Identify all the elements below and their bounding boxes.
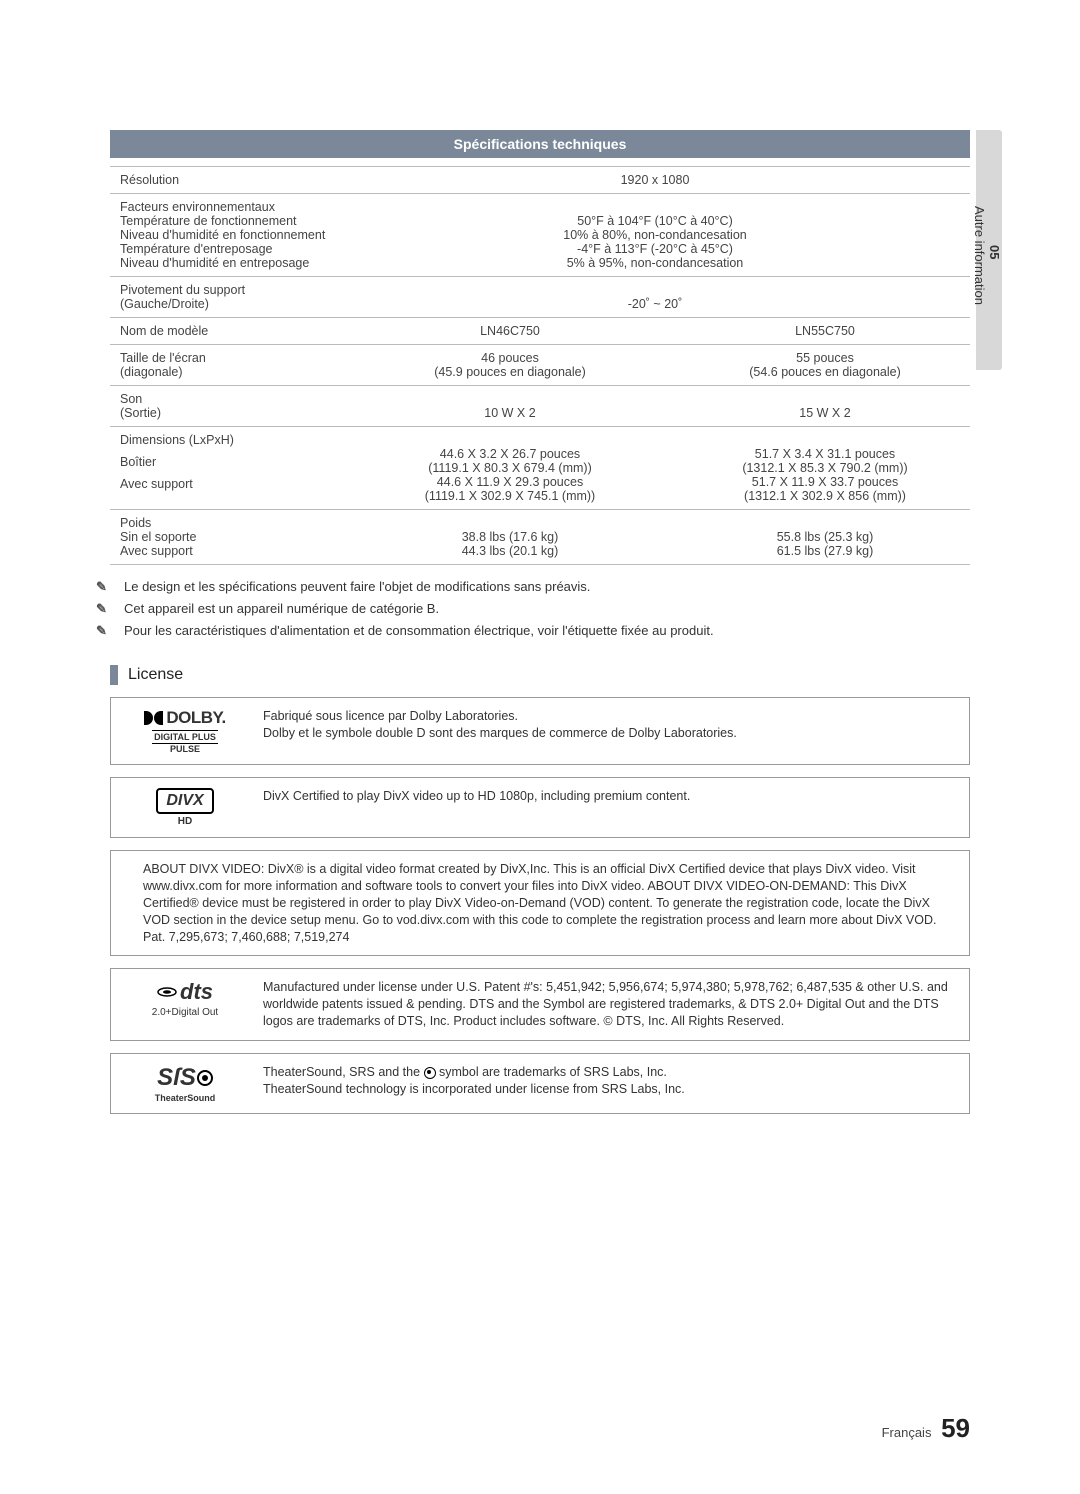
notes-block: ✎Le design et les spécifications peuvent… [110, 579, 970, 639]
section-header: Spécifications techniques [110, 130, 970, 158]
note-line: ✎Le design et les spécifications peuvent… [124, 579, 970, 595]
dolby-box: DOLBY. DIGITAL PLUS PULSE Fabriqué sous … [110, 697, 970, 765]
srs-circle-icon [197, 1070, 213, 1086]
row-label: Nom de modèle [110, 318, 340, 345]
row-label: Poids Sin el soporte Avec support [110, 510, 340, 565]
divx-about-box: ABOUT DIVX VIDEO: DivX® is a digital vid… [110, 850, 970, 956]
row-value: -20˚ ~ 20˚ [340, 277, 970, 318]
srs-box: SſS TheaterSound TheaterSound, SRS and t… [110, 1053, 970, 1114]
row-label: Résolution [110, 167, 340, 194]
dts-logo: dts 2.0+Digital Out [125, 979, 245, 1018]
row-value: 55.8 lbs (25.3 kg) 61.5 lbs (27.9 kg) [680, 510, 970, 565]
row-label: Facteurs environnementaux Température de… [110, 194, 340, 277]
note-line: ✎Pour les caractéristiques d'alimentatio… [124, 623, 970, 639]
row-label: Pivotement du support (Gauche/Droite) [110, 277, 340, 318]
dts-disc-icon [157, 985, 177, 999]
side-tab-label: Autre information [972, 206, 987, 305]
footer-lang: Français [882, 1425, 932, 1440]
row-value: 15 W X 2 [680, 386, 970, 427]
footer-page: 59 [941, 1413, 970, 1443]
row-value: 50°F à 104°F (10°C à 40°C) 10% à 80%, no… [340, 194, 970, 277]
srs-text: TheaterSound, SRS and the symbol are tra… [263, 1064, 955, 1098]
side-tab-number: 05 [987, 140, 1002, 364]
dolby-text: Fabriqué sous licence par Dolby Laborato… [263, 708, 955, 742]
divx-box: DIVX HD DivX Certified to play DivX vide… [110, 777, 970, 838]
side-tab: 05 Autre information [976, 130, 1002, 370]
spec-table: Résolution 1920 x 1080 Facteurs environn… [110, 166, 970, 565]
divx-logo: DIVX HD [125, 788, 245, 827]
heading-text: License [128, 666, 183, 684]
dolby-logo: DOLBY. DIGITAL PLUS PULSE [125, 708, 245, 754]
dts-box: dts 2.0+Digital Out Manufactured under l… [110, 968, 970, 1041]
row-value: LN46C750 [340, 318, 680, 345]
note-icon: ✎ [110, 579, 124, 595]
row-value: 10 W X 2 [340, 386, 680, 427]
row-value: 46 pouces (45.9 pouces en diagonale) [340, 345, 680, 386]
srs-logo: SſS TheaterSound [125, 1064, 245, 1103]
dts-text: Manufactured under license under U.S. Pa… [263, 979, 955, 1030]
row-value: 44.6 X 3.2 X 26.7 pouces (1119.1 X 80.3 … [340, 427, 680, 510]
license-heading: License [110, 665, 970, 685]
row-value: 38.8 lbs (17.6 kg) 44.3 lbs (20.1 kg) [340, 510, 680, 565]
note-icon: ✎ [110, 601, 124, 617]
row-value: 55 pouces (54.6 pouces en diagonale) [680, 345, 970, 386]
page-footer: Français 59 [882, 1413, 970, 1444]
divx-about-text: ABOUT DIVX VIDEO: DivX® is a digital vid… [125, 861, 955, 945]
row-label: Taille de l'écran (diagonale) [110, 345, 340, 386]
row-value: LN55C750 [680, 318, 970, 345]
row-value: 51.7 X 3.4 X 31.1 pouces (1312.1 X 85.3 … [680, 427, 970, 510]
note-icon: ✎ [110, 623, 124, 639]
divx-text: DivX Certified to play DivX video up to … [263, 788, 955, 805]
row-label: Son (Sortie) [110, 386, 340, 427]
row-label: Dimensions (LxPxH) Boîtier Avec support [110, 427, 340, 510]
heading-bar [110, 665, 118, 685]
note-line: ✎Cet appareil est un appareil numérique … [124, 601, 970, 617]
srs-inline-icon [424, 1067, 436, 1079]
row-value: 1920 x 1080 [340, 167, 970, 194]
